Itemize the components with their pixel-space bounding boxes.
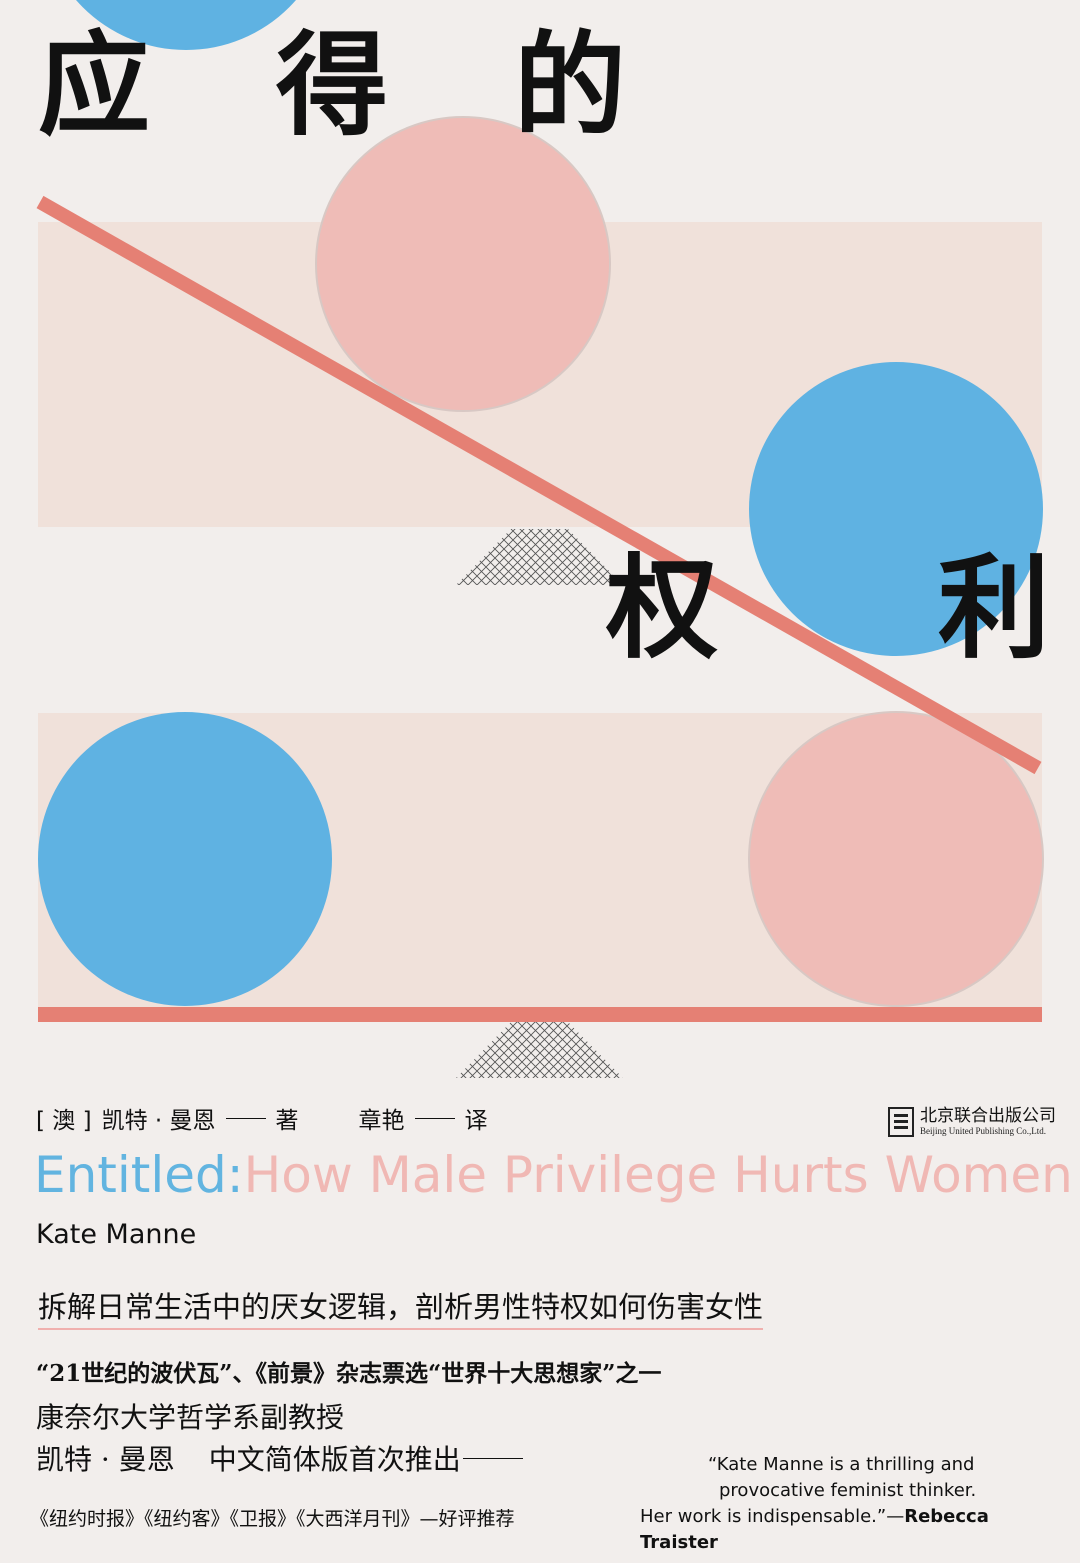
blue-circle-bottom-left (38, 712, 332, 1006)
author-translator-line: [ 澳 ] 凯特 · 曼恩 著 章艳 译 (36, 1101, 488, 1135)
title-char-1: 应 (38, 20, 150, 151)
level-beam (38, 1007, 1042, 1022)
title-char-5: 利 (938, 543, 1050, 674)
quote-line-2: provocative feminist thinker. (719, 1480, 977, 1502)
author-role: 著 (275, 1108, 299, 1134)
praise-author: 凯特 · 曼恩 (36, 1443, 175, 1476)
publisher-name-cn: 北京联合出版公司 (920, 1106, 1056, 1127)
author-country: [ 澳 ] (36, 1108, 92, 1134)
tilted-beam (36, 195, 1042, 775)
quote-line-3-text: Her work is indispensable.”— (640, 1506, 905, 1528)
translator-role: 译 (464, 1108, 488, 1134)
author-name-en: Kate Manne (36, 1219, 197, 1250)
title-char-2: 得 (276, 20, 388, 151)
quote-line-3: Her work is indispensable.”—Rebecca Trai… (640, 1504, 1060, 1556)
publisher-block: 北京联合出版公司 Beijing United Publishing Co.,L… (888, 1107, 1056, 1137)
blurb-quote: “Kate Manne is a thrilling and provocati… (640, 1452, 1060, 1556)
quote-source: Rebecca Traister (640, 1506, 989, 1554)
english-title-part1: Entitled: (34, 1146, 244, 1204)
title-char-3: 的 (514, 20, 626, 151)
dash-divider (462, 1457, 523, 1459)
title-char-4: 权 (606, 543, 718, 674)
praise-line-1: “21世纪的波伏瓦”、《前景》杂志票选“世界十大思想家”之一 (36, 1360, 662, 1387)
publisher-logo-icon (888, 1107, 914, 1137)
praise-line-2: 康奈尔大学哲学系副教授 (36, 1401, 345, 1434)
dash-divider (414, 1117, 455, 1119)
pink-circle-upper (315, 116, 611, 412)
blue-circle-right (749, 362, 1043, 656)
quote-line-1: “Kate Manne is a thrilling and (708, 1454, 975, 1475)
praise-line-3: 凯特 · 曼恩 中文简体版首次推出 (36, 1438, 523, 1478)
blue-circle-top-partial (76, 0, 296, 50)
dash-divider (225, 1117, 266, 1119)
pink-circle-bottom-right (748, 711, 1044, 1007)
review-sources: 《纽约时报》《纽约客》《卫报》《大西洋月刊》—好评推荐 (30, 1508, 515, 1530)
tagline: 拆解日常生活中的厌女逻辑，剖析男性特权如何伤害女性 (38, 1284, 764, 1330)
author-name-cn: 凯特 · 曼恩 (101, 1108, 216, 1134)
english-title: Entitled:How Male Privilege Hurts Women (34, 1150, 1073, 1200)
cover-artwork (36, 0, 1044, 1078)
translator-name: 章艳 (358, 1108, 405, 1134)
fulcrum-lower (456, 1022, 623, 1078)
publisher-name-en: Beijing United Publishing Co.,Ltd. (920, 1125, 1047, 1136)
fulcrum-upper (456, 529, 623, 585)
english-title-part2: How Male Privilege Hurts Women (243, 1146, 1073, 1204)
praise-text: 中文简体版首次推出 (208, 1443, 461, 1476)
